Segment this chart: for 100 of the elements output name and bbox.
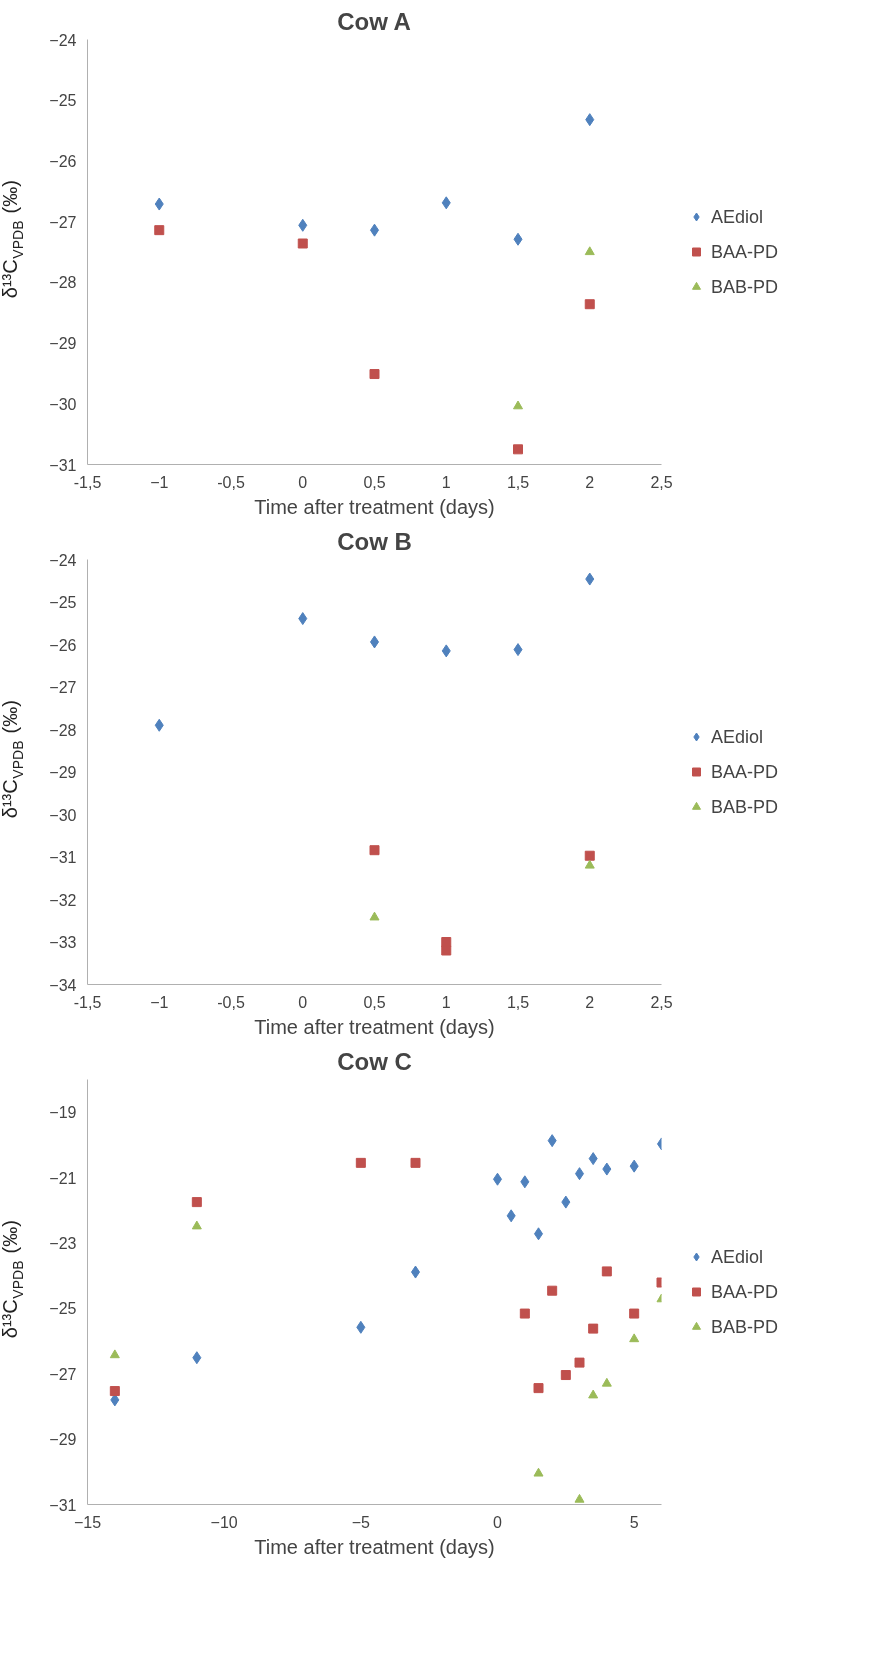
x-tick-label: 5 xyxy=(629,1513,639,1531)
x-tick-label: 2,5 xyxy=(650,993,673,1011)
y-tick-label: −25 xyxy=(49,92,77,110)
point xyxy=(297,238,308,249)
y-tick-label: −31 xyxy=(49,1496,77,1514)
point xyxy=(513,232,523,246)
legend-label: BAB-PD xyxy=(711,276,779,297)
point xyxy=(192,1351,202,1365)
point xyxy=(369,369,380,380)
point xyxy=(547,1285,558,1296)
x-tick-label: 0,5 xyxy=(363,473,386,491)
point xyxy=(154,225,165,236)
y-tick-label: −26 xyxy=(49,152,77,170)
y-axis-title: δ¹³CVPDB (‰) xyxy=(0,1220,27,1339)
point xyxy=(520,1175,530,1189)
legend-label: AEdiol xyxy=(711,206,764,227)
y-tick-label: −31 xyxy=(49,849,77,866)
y-tick-label: −26 xyxy=(49,636,77,654)
point xyxy=(588,1323,599,1334)
point xyxy=(109,1349,120,1359)
x-tick-label: 0 xyxy=(298,993,308,1011)
point xyxy=(629,1159,639,1173)
point xyxy=(506,1209,516,1223)
x-tick-label: 1 xyxy=(441,993,451,1011)
x-axis-title: Time after treatment (days) xyxy=(254,1535,495,1558)
point xyxy=(584,299,595,310)
y-tick-label: −28 xyxy=(49,721,77,739)
point xyxy=(154,718,164,732)
point xyxy=(574,1357,585,1368)
legend-label: BAB-PD xyxy=(711,1316,779,1337)
chart-title: Cow B xyxy=(337,527,412,555)
point xyxy=(154,197,164,211)
point xyxy=(298,612,308,626)
point xyxy=(513,444,523,455)
y-tick-label: −29 xyxy=(49,764,77,781)
x-tick-label: −1 xyxy=(150,473,169,491)
x-axis-title: Time after treatment (days) xyxy=(254,1015,495,1038)
legend-label: AEdiol xyxy=(711,726,764,747)
legend-label: BAA-PD xyxy=(711,241,779,262)
x-tick-label: 0 xyxy=(493,1513,503,1531)
point xyxy=(369,911,380,921)
y-tick-label: −24 xyxy=(49,551,77,569)
x-tick-label: 0,5 xyxy=(363,993,386,1011)
point xyxy=(298,218,308,232)
y-tick-label: −23 xyxy=(49,1234,77,1252)
point xyxy=(191,1197,202,1208)
point xyxy=(519,1308,530,1319)
point xyxy=(588,1389,599,1399)
y-tick-label: −33 xyxy=(49,934,77,951)
point xyxy=(441,644,451,658)
point xyxy=(356,1320,366,1334)
legend-label: BAB-PD xyxy=(711,796,779,817)
point xyxy=(355,1157,366,1168)
point xyxy=(560,1370,571,1381)
x-tick-label: −1 xyxy=(150,993,169,1011)
x-tick-label: −10 xyxy=(210,1513,238,1531)
point xyxy=(584,850,595,861)
point xyxy=(513,400,523,410)
point xyxy=(629,1333,640,1343)
x-tick-label: −5 xyxy=(351,1513,371,1531)
x-tick-label: 1 xyxy=(441,473,451,491)
x-tick-label: 1,5 xyxy=(506,473,530,491)
y-tick-label: −30 xyxy=(49,395,77,413)
point xyxy=(109,1386,120,1397)
y-tick-label: −29 xyxy=(49,1431,77,1449)
point xyxy=(369,845,380,856)
point xyxy=(441,196,451,210)
point xyxy=(547,1134,557,1148)
point xyxy=(533,1467,544,1477)
x-tick-label: -1,5 xyxy=(73,993,102,1011)
y-tick-label: −29 xyxy=(49,335,77,353)
y-tick-label: −19 xyxy=(49,1104,77,1122)
point xyxy=(602,1162,612,1176)
point xyxy=(584,246,595,256)
y-tick-label: −27 xyxy=(49,1365,77,1383)
x-tick-label: −15 xyxy=(73,1513,102,1531)
point xyxy=(574,1493,585,1503)
point xyxy=(629,1308,640,1319)
y-tick-label: −21 xyxy=(49,1169,77,1187)
y-tick-label: −27 xyxy=(49,213,77,231)
x-tick-label: -1,5 xyxy=(73,473,102,491)
y-tick-label: −28 xyxy=(49,274,77,292)
x-tick-label: -0,5 xyxy=(217,473,245,491)
legend-label: BAA-PD xyxy=(711,1281,779,1302)
point xyxy=(533,1383,544,1394)
y-tick-label: −27 xyxy=(49,679,77,696)
legend-label: AEdiol xyxy=(711,1246,764,1267)
point xyxy=(585,113,595,127)
y-tick-label: −30 xyxy=(49,806,77,824)
point xyxy=(588,1152,598,1166)
x-tick-label: 2,5 xyxy=(650,473,673,491)
point xyxy=(585,572,595,586)
x-tick-label: 2 xyxy=(585,993,595,1011)
point xyxy=(601,1377,612,1387)
y-tick-label: −24 xyxy=(49,31,77,49)
chart-title: Cow A xyxy=(337,7,411,35)
legend-label: BAA-PD xyxy=(711,761,779,782)
chart-title: Cow C xyxy=(337,1047,412,1075)
x-tick-label: 2 xyxy=(585,473,595,491)
y-axis-title: δ¹³CVPDB (‰) xyxy=(0,180,27,299)
